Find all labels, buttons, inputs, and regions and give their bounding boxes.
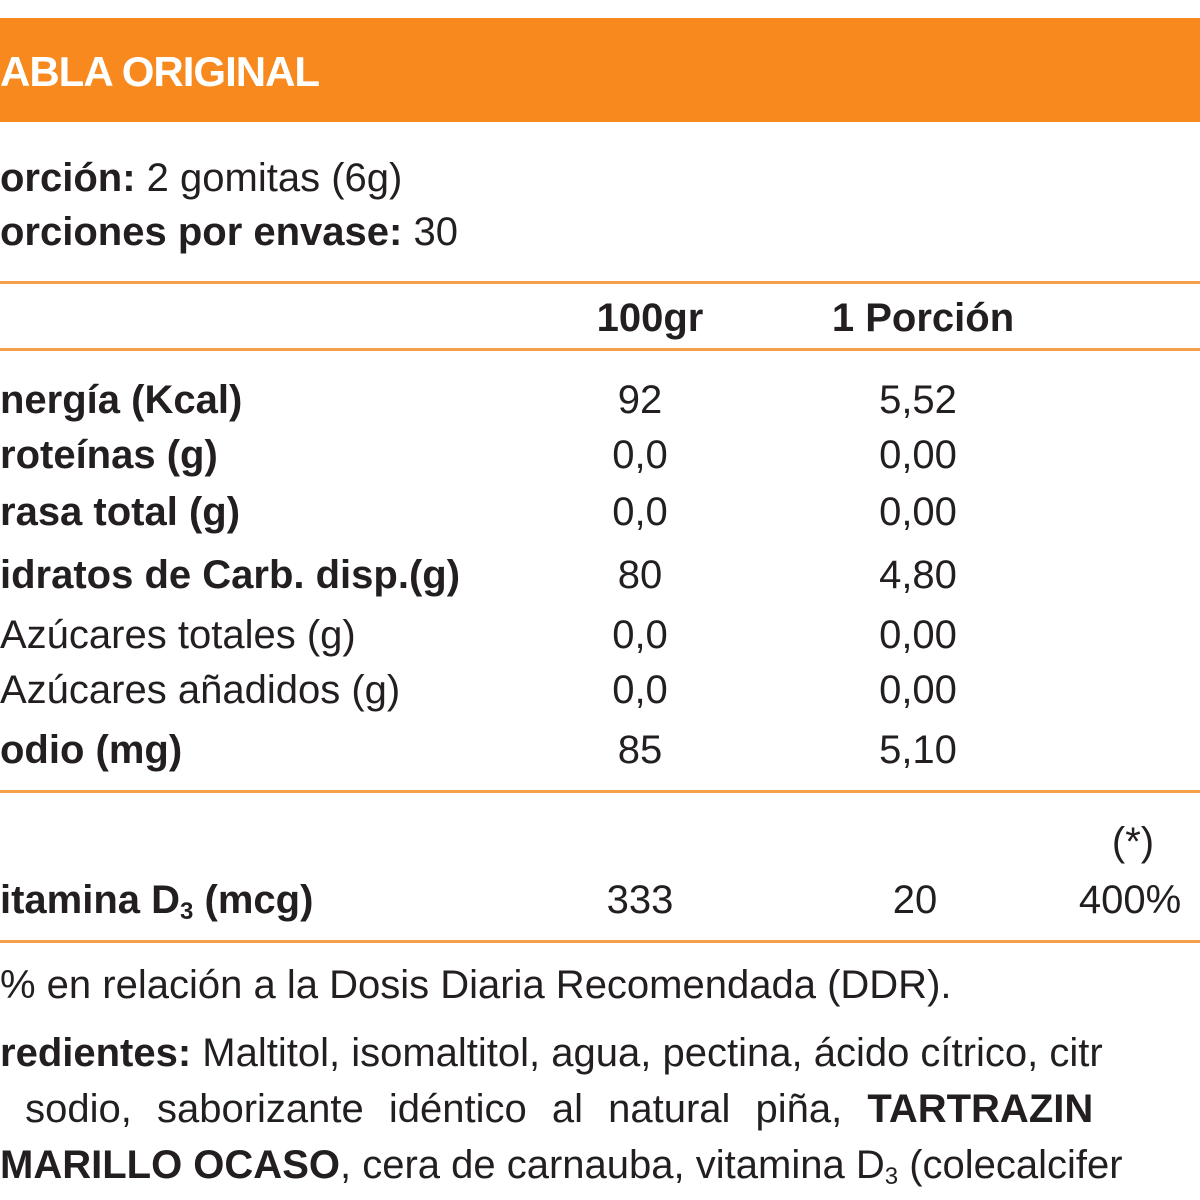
cell: 5,10 bbox=[879, 728, 957, 772]
note: (*) bbox=[1111, 820, 1155, 864]
serving-value: 2 gomitas (6g) bbox=[146, 156, 403, 200]
serving-label: orción: bbox=[0, 156, 136, 200]
title: ABLA ORIGINAL bbox=[0, 48, 320, 95]
row-label: nergía (Kcal) bbox=[0, 378, 243, 422]
cell: 0,0 bbox=[612, 613, 668, 657]
row-label: roteínas (g) bbox=[0, 433, 218, 477]
cell: 0,0 bbox=[612, 490, 668, 534]
vitamin-name: itamina D bbox=[0, 878, 181, 922]
cell: 0,0 bbox=[612, 433, 668, 477]
ingredients-line: redientes: Maltitol, isomaltitol, agua, … bbox=[0, 1033, 1103, 1073]
ingredients-text: TARTRAZIN bbox=[867, 1087, 1094, 1131]
ingredients-text: redientes: bbox=[0, 1031, 192, 1075]
rule bbox=[0, 790, 1200, 793]
ingredients-text: 3 bbox=[884, 1163, 899, 1190]
ingredients-text: MARILLO OCASO bbox=[0, 1143, 340, 1187]
ingredients-line: sodio, saborizante idéntico al natural p… bbox=[0, 1089, 1093, 1129]
header-bar bbox=[0, 18, 1200, 122]
serving-label: orciones por envase: bbox=[0, 210, 403, 254]
ingredients-text: (colecalcifer bbox=[898, 1143, 1123, 1187]
serving-value: 30 bbox=[413, 210, 459, 254]
rule bbox=[0, 281, 1200, 284]
column-header: 1 Porción bbox=[831, 296, 1015, 340]
cell: 85 bbox=[617, 728, 663, 772]
row-label: odio (mg) bbox=[0, 728, 183, 772]
ingredients-text: Maltitol, isomaltitol, agua, pectina, ác… bbox=[191, 1031, 1103, 1075]
row-label: Azúcares añadidos (g) bbox=[0, 668, 401, 712]
row-label: itamina D3 (mcg) bbox=[0, 880, 313, 924]
cell: 80 bbox=[617, 553, 663, 597]
row-label: idratos de Carb. disp.(g) bbox=[0, 553, 461, 597]
cell: 0,0 bbox=[612, 668, 668, 712]
rule bbox=[0, 348, 1200, 351]
rule bbox=[0, 940, 1200, 943]
cell: 0,00 bbox=[879, 613, 957, 657]
serving-line: orciones por envase: 30 bbox=[0, 212, 458, 252]
row-label: Azúcares totales (g) bbox=[0, 613, 356, 657]
cell: 0,00 bbox=[879, 668, 957, 712]
cell: 333 bbox=[606, 878, 674, 922]
column-header: 100gr bbox=[596, 296, 704, 340]
ingredients-line: MARILLO OCASO, cera de carnauba, vitamin… bbox=[0, 1145, 1123, 1189]
cell: 400% bbox=[1078, 878, 1182, 922]
subscript: 3 bbox=[180, 898, 194, 925]
cell: 5,52 bbox=[879, 378, 957, 422]
ingredients-text: sodio, saborizante idéntico al natural p… bbox=[0, 1087, 868, 1131]
cell: 0,00 bbox=[879, 433, 957, 477]
footnote: % en relación a la Dosis Diaria Recomend… bbox=[0, 963, 952, 1007]
serving-line: orción: 2 gomitas (6g) bbox=[0, 158, 402, 198]
vitamin-unit: (mcg) bbox=[204, 878, 314, 922]
ingredients-text: , cera de carnauba, vitamina D bbox=[339, 1143, 885, 1187]
row-label: rasa total (g) bbox=[0, 490, 241, 534]
cell: 92 bbox=[617, 378, 663, 422]
cell: 20 bbox=[892, 878, 938, 922]
cell: 4,80 bbox=[879, 553, 957, 597]
cell: 0,00 bbox=[879, 490, 957, 534]
